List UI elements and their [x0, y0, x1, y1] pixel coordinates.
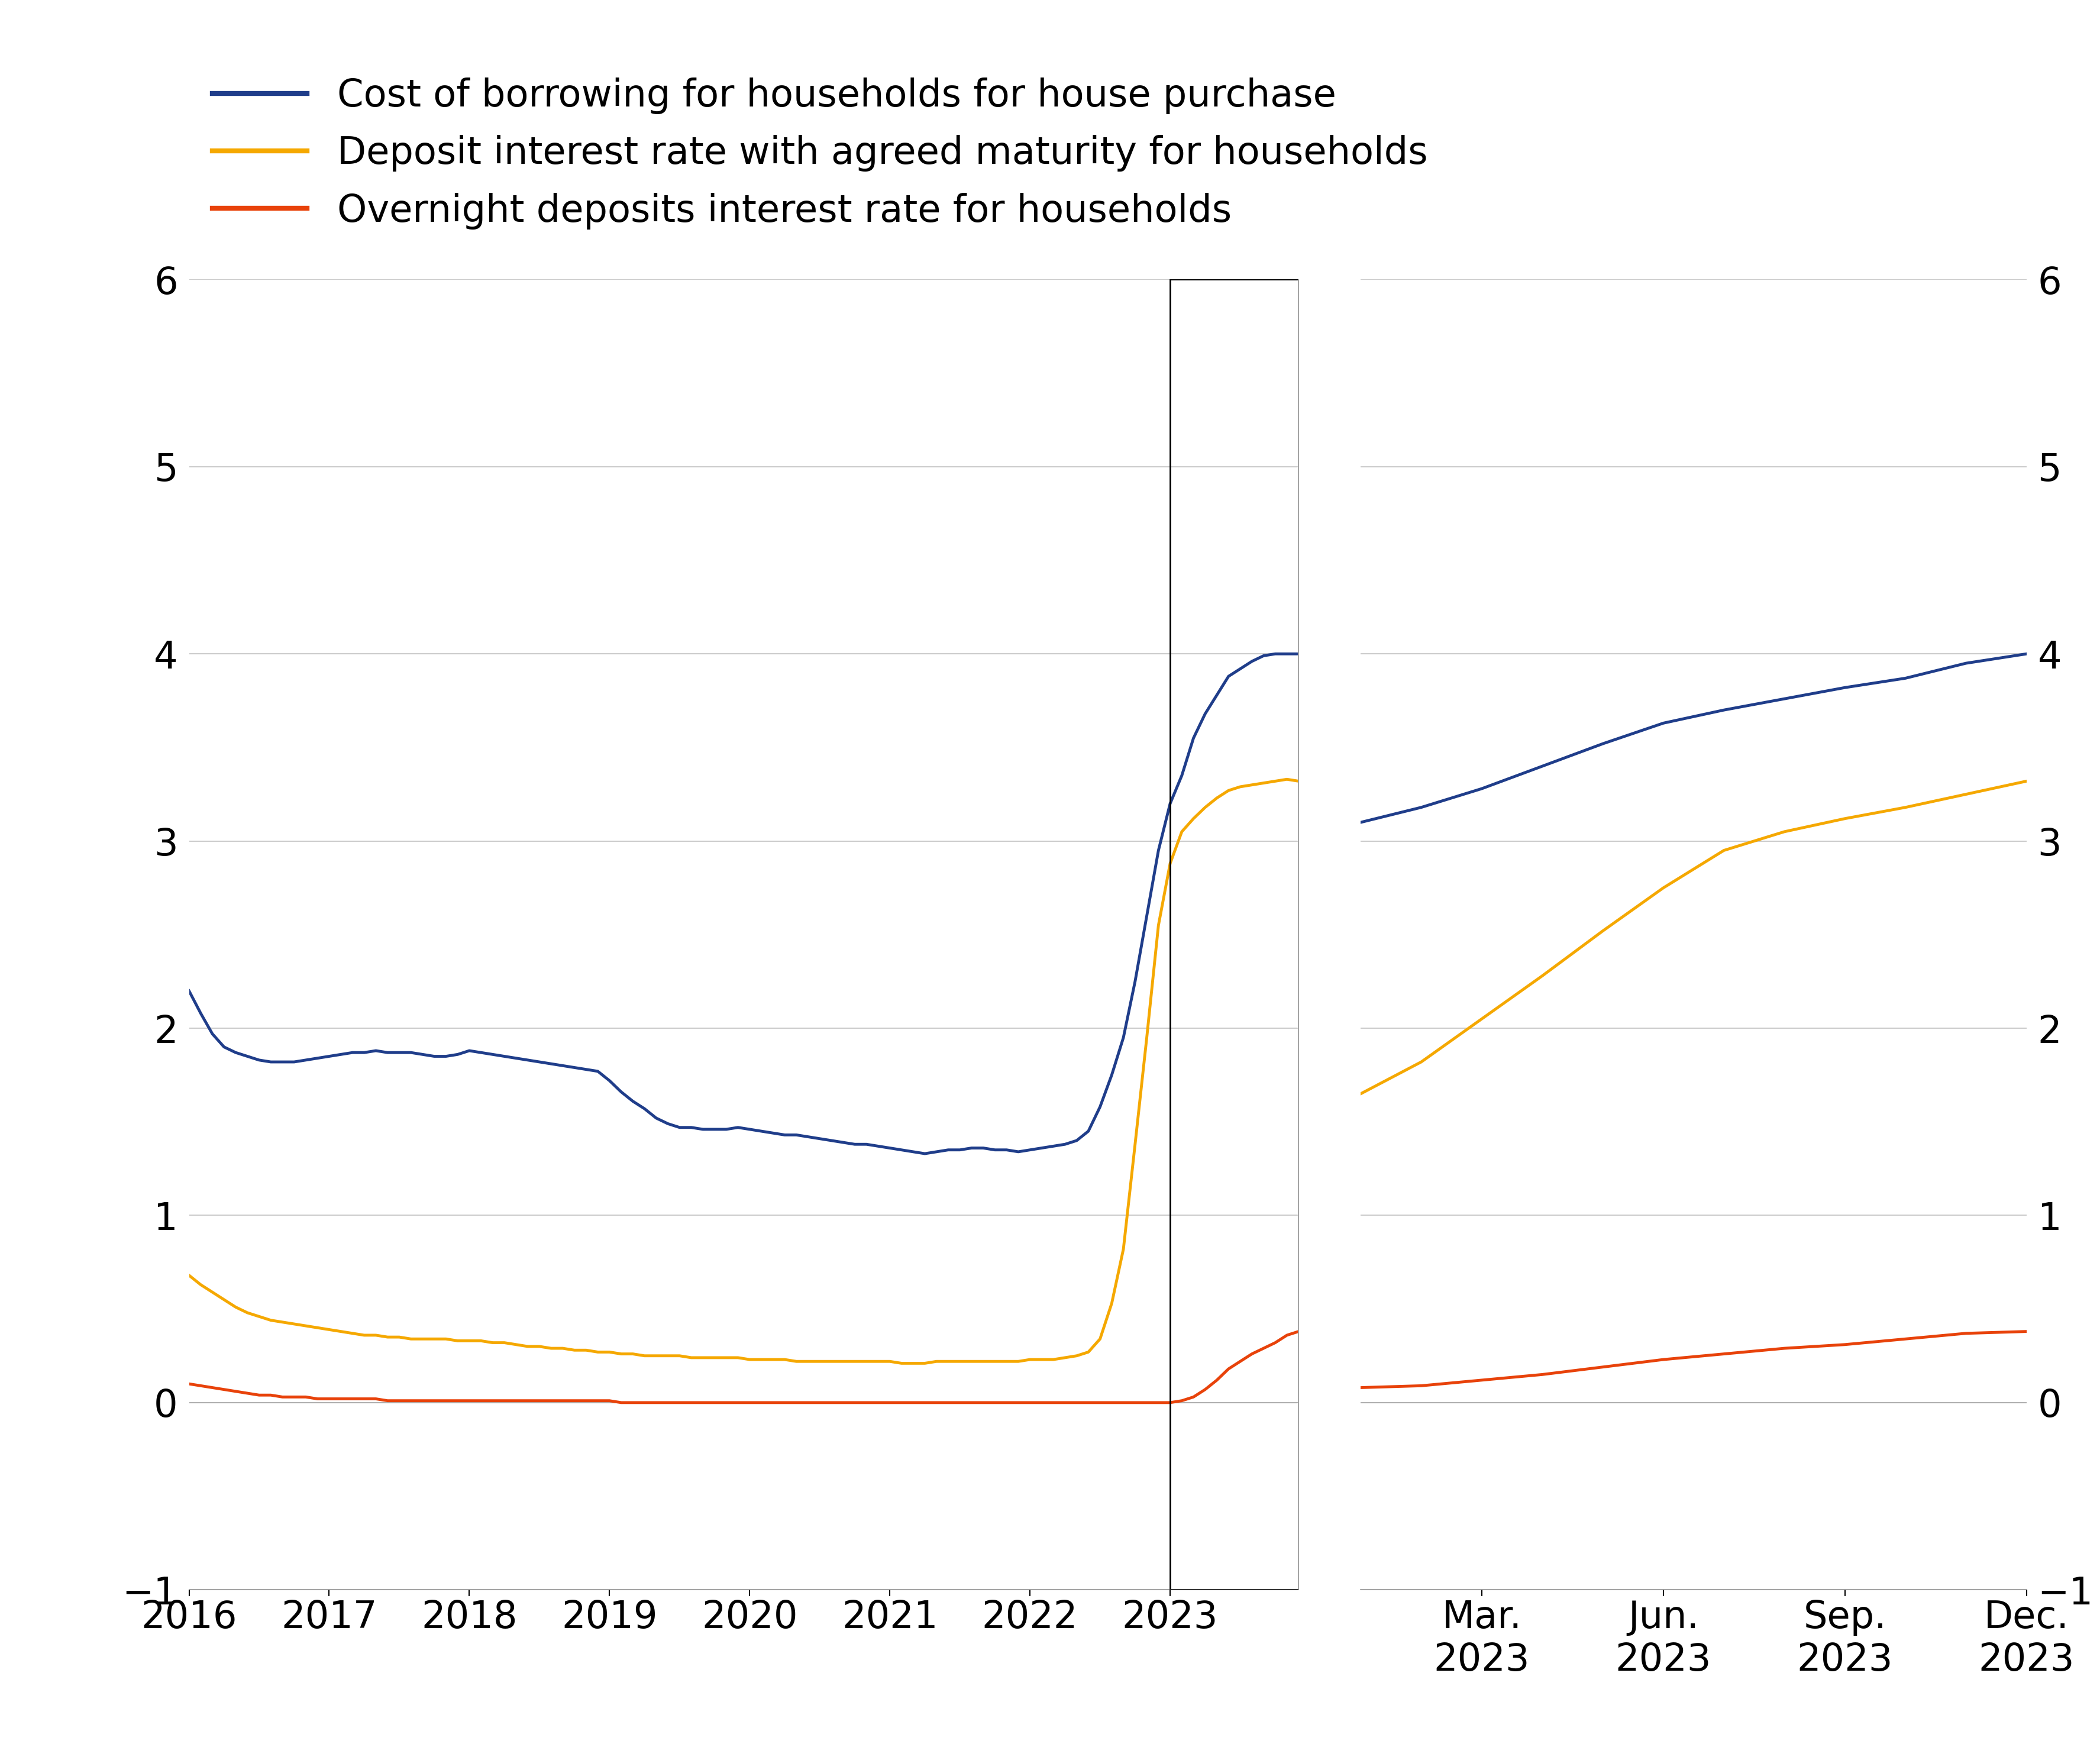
Bar — [1170, 280, 1298, 1590]
Legend: Cost of borrowing for households for house purchase, Deposit interest rate with : Cost of borrowing for households for hou… — [197, 63, 1443, 245]
